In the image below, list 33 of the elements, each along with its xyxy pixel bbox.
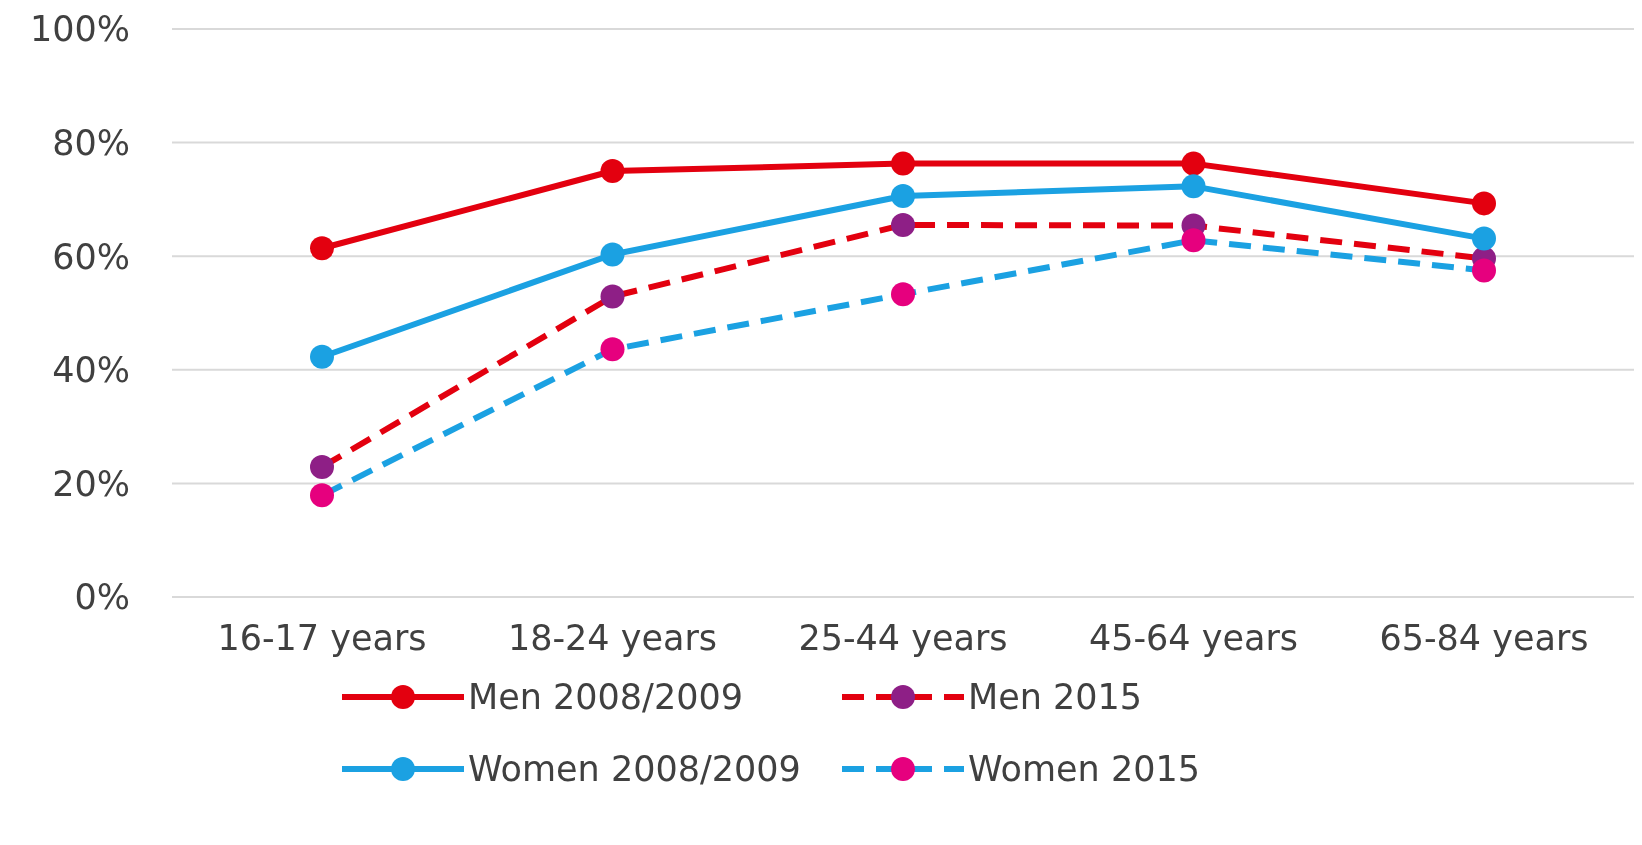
point — [310, 483, 334, 508]
point — [600, 242, 625, 267]
point — [600, 337, 625, 362]
y-tick-label: 40% — [52, 350, 130, 391]
point — [600, 284, 625, 309]
point — [1181, 174, 1206, 199]
point — [1181, 151, 1206, 176]
point — [891, 212, 915, 237]
y-tick-label: 80% — [52, 123, 130, 164]
legend-label: Men 2008/2009 — [468, 677, 743, 717]
point — [310, 344, 334, 369]
point — [891, 282, 915, 307]
x-tick-label: 45-64 years — [1088, 617, 1299, 658]
point — [891, 151, 915, 176]
x-tick-label: 25-44 years — [798, 617, 1008, 658]
legend-label: Women 2008/2009 — [468, 749, 801, 789]
point — [600, 159, 625, 183]
point — [1472, 258, 1496, 283]
legend-label: Women 2015 — [968, 749, 1200, 789]
y-tick-label: 100% — [29, 9, 130, 50]
x-tick-label: 65-84 years — [1379, 617, 1589, 658]
x-tick-label: 16-17 years — [217, 617, 427, 658]
legend-label: Men 2015 — [968, 677, 1143, 717]
y-tick-label: 60% — [52, 236, 130, 277]
y-tick-label: 0% — [74, 577, 130, 618]
point — [310, 454, 334, 479]
point — [310, 236, 334, 261]
point — [1472, 226, 1496, 251]
point — [1181, 228, 1206, 253]
point — [1472, 191, 1496, 216]
point — [891, 183, 915, 208]
x-tick-label: 18-24 years — [507, 617, 718, 658]
y-tick-label: 20% — [52, 463, 130, 504]
